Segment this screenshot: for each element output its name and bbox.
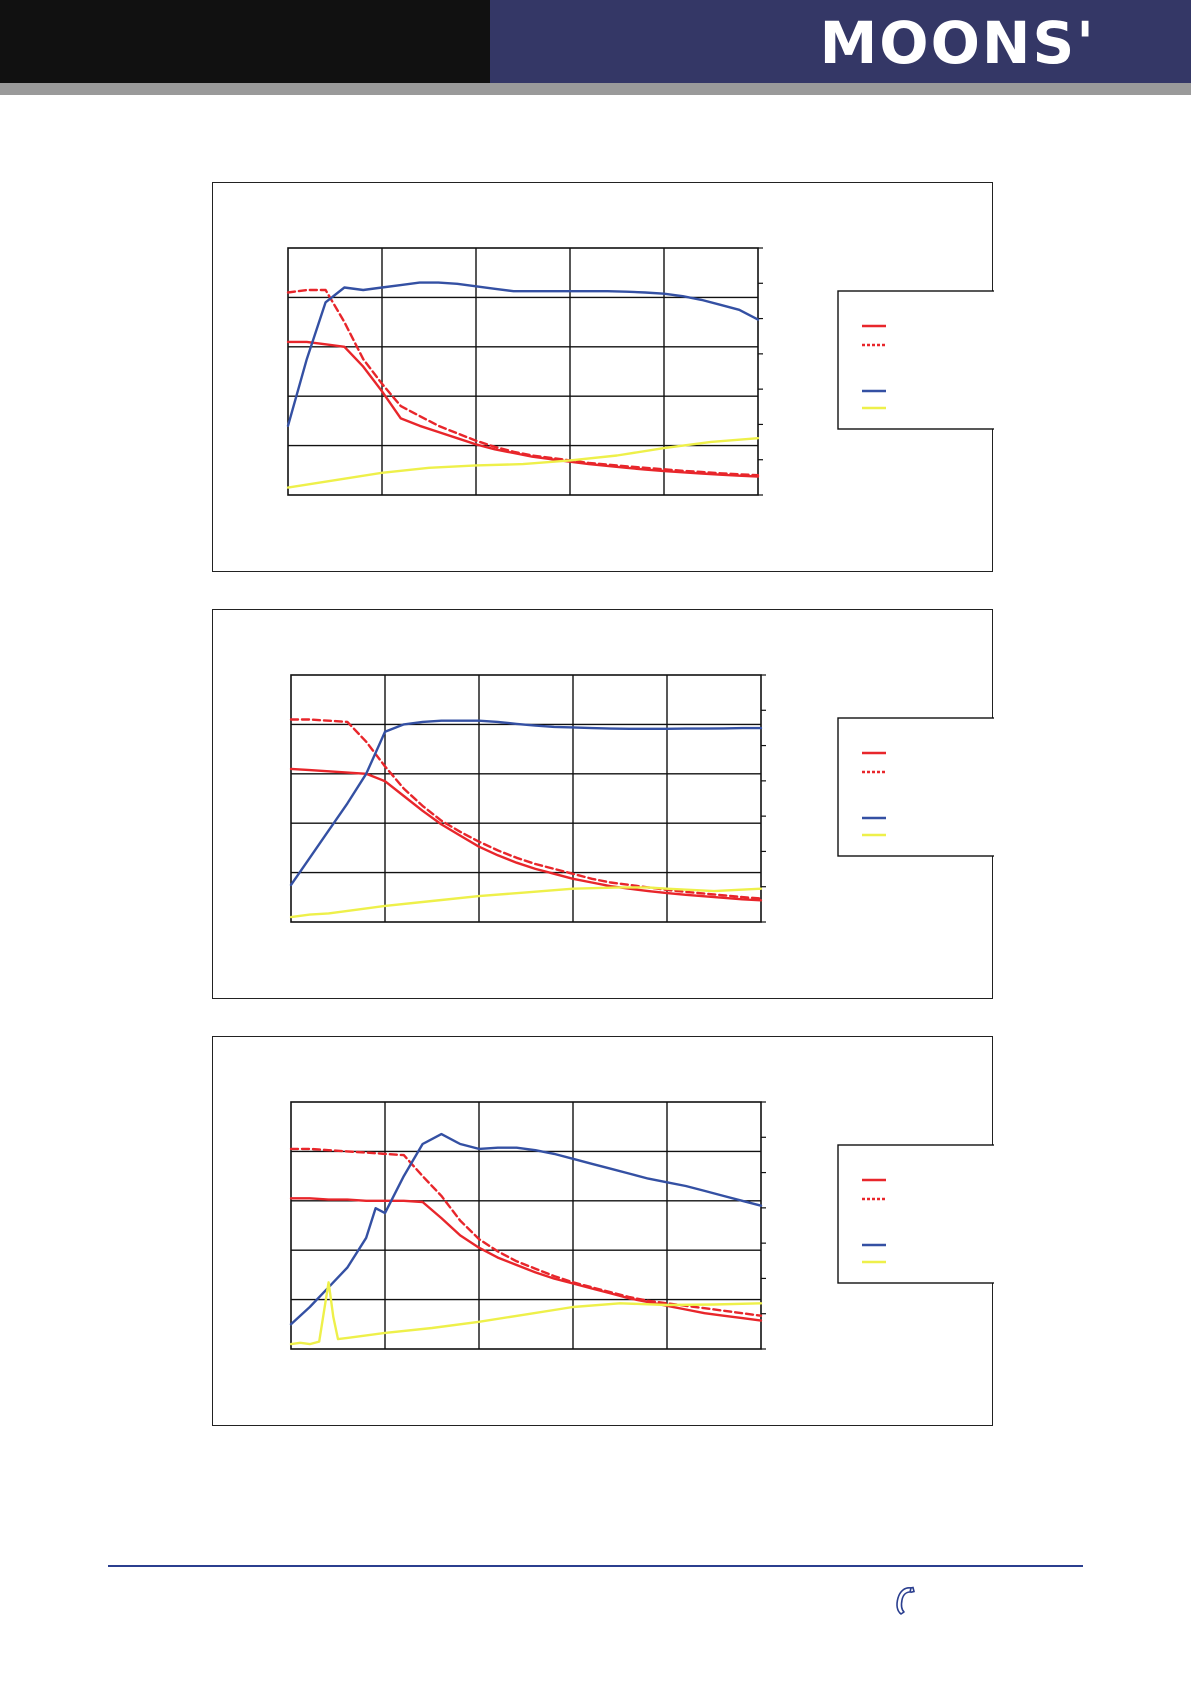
header-left-band — [0, 0, 490, 83]
chart-panel-2 — [212, 609, 994, 999]
legend-box — [837, 290, 994, 430]
legend-box — [837, 1144, 994, 1284]
chart-1 — [286, 247, 994, 496]
series-line-4 — [289, 886, 763, 919]
plot-frame — [290, 1101, 762, 1350]
series-line-2 — [289, 718, 763, 900]
series-line-3 — [289, 719, 763, 887]
chart-panel-1 — [212, 182, 994, 572]
phone-icon — [893, 1585, 919, 1622]
legend-box — [837, 717, 994, 857]
series-line-1 — [289, 1197, 763, 1322]
series-line-1 — [289, 767, 763, 902]
plot-frame — [287, 247, 759, 496]
chart-3 — [289, 1101, 994, 1350]
header-right-band — [490, 0, 1191, 83]
series-line-4 — [286, 437, 760, 489]
series-line-4 — [289, 1281, 763, 1346]
series-line-3 — [289, 1132, 763, 1326]
chart-2 — [289, 674, 994, 923]
moons-logo: MOONS' — [819, 9, 1096, 77]
series-line-3 — [286, 281, 760, 427]
footer-rule — [108, 1565, 1083, 1567]
plot-frame — [290, 674, 762, 923]
header-grey-strip — [0, 83, 1191, 95]
series-line-2 — [286, 288, 760, 477]
chart-panel-3 — [212, 1036, 994, 1426]
